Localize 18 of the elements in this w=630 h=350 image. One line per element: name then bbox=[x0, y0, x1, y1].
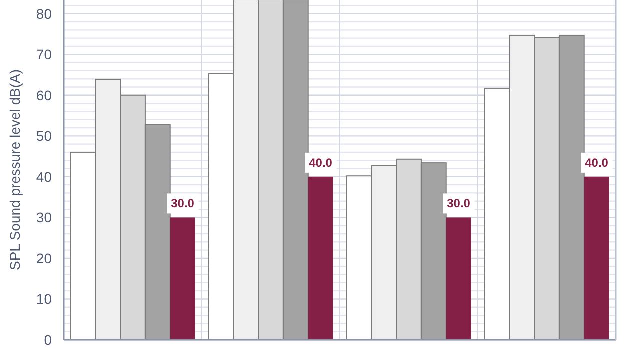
bar bbox=[170, 218, 196, 340]
y-tick-label: 50 bbox=[36, 128, 52, 144]
y-tick-label: 80 bbox=[36, 6, 52, 22]
y-tick-label: 60 bbox=[36, 87, 52, 104]
bar bbox=[584, 176, 610, 340]
y-tick-label: 70 bbox=[36, 46, 52, 63]
bar bbox=[308, 176, 334, 340]
y-axis-title: SPL Sound pressure level dB(A) bbox=[7, 69, 23, 271]
y-tick-label: 30 bbox=[36, 210, 52, 226]
bar bbox=[446, 218, 472, 340]
y-tick-label: 10 bbox=[36, 291, 52, 308]
y-tick-label: 20 bbox=[36, 250, 52, 266]
y-tick-label: 0 bbox=[44, 332, 52, 348]
data-label: 40.0 bbox=[585, 156, 609, 170]
data-label: 40.0 bbox=[309, 156, 333, 170]
y-tick-label: 40 bbox=[36, 168, 52, 185]
data-label: 30.0 bbox=[447, 196, 471, 211]
data-label: 30.0 bbox=[171, 196, 195, 211]
